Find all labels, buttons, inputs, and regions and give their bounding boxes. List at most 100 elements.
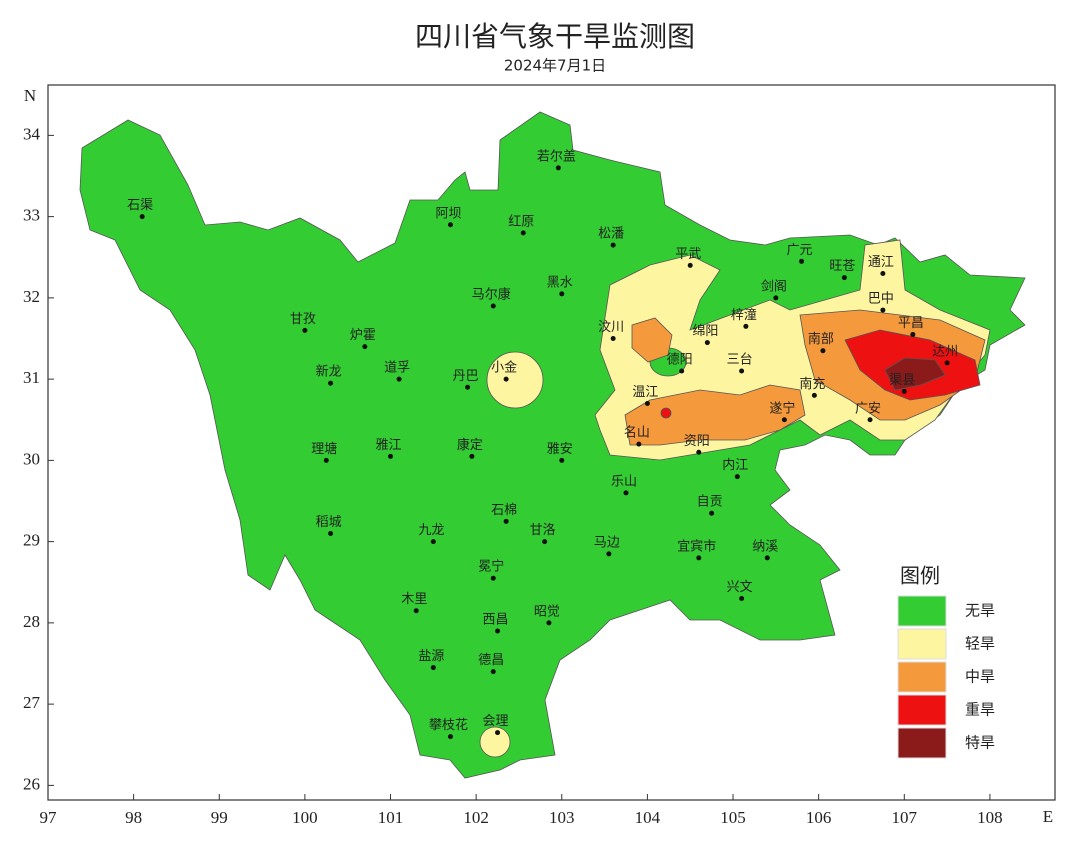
city-label: 剑阁 xyxy=(761,278,787,294)
city-label: 渠县 xyxy=(889,373,915,388)
city-marker xyxy=(490,575,496,581)
city-label: 理塘 xyxy=(311,441,337,457)
city-label: 名山 xyxy=(624,425,650,441)
city-label: 康定 xyxy=(457,437,483,453)
y-axis-label: N xyxy=(24,86,36,105)
city-marker xyxy=(323,457,329,463)
city-label: 稻城 xyxy=(316,515,342,530)
city-label: 红原 xyxy=(508,213,534,229)
city-marker xyxy=(559,457,565,463)
city-marker xyxy=(447,222,453,228)
city-marker xyxy=(696,555,702,561)
city-label: 黑水 xyxy=(547,275,573,290)
x-tick-label: 99 xyxy=(211,808,228,827)
severe-drought-area xyxy=(660,407,672,419)
city-marker xyxy=(910,331,916,337)
city-marker xyxy=(773,295,779,301)
city-marker xyxy=(709,510,715,516)
city-marker xyxy=(559,291,565,297)
city-marker xyxy=(396,376,402,382)
light-drought-area xyxy=(486,351,544,409)
y-tick-label: 26 xyxy=(23,774,40,793)
city-marker xyxy=(901,388,907,394)
city-label: 马边 xyxy=(594,535,620,550)
x-tick-label: 102 xyxy=(463,808,489,827)
city-label: 内江 xyxy=(722,457,748,473)
city-label: 西昌 xyxy=(483,613,509,628)
city-marker xyxy=(644,401,650,406)
city-marker xyxy=(302,327,308,333)
city-label: 德阳 xyxy=(667,353,693,368)
city-marker xyxy=(490,669,496,675)
city-label: 绵阳 xyxy=(692,324,718,339)
city-label: 南部 xyxy=(808,331,834,347)
city-marker xyxy=(799,258,805,264)
city-label: 甘洛 xyxy=(530,523,556,538)
city-label: 三台 xyxy=(727,353,753,368)
city-label: 汶川 xyxy=(598,319,624,335)
city-marker xyxy=(328,531,334,536)
city-marker xyxy=(811,392,817,398)
city-label: 资阳 xyxy=(684,434,710,449)
city-label: 遂宁 xyxy=(769,400,795,416)
city-label: 平武 xyxy=(675,247,701,262)
x-tick-label: 104 xyxy=(635,808,661,827)
city-marker xyxy=(880,271,886,276)
y-tick-label: 33 xyxy=(23,206,40,225)
y-tick-label: 27 xyxy=(23,693,41,712)
city-label: 石渠 xyxy=(127,198,153,213)
city-marker xyxy=(696,449,702,455)
city-marker xyxy=(880,307,886,313)
legend-title: 图例 xyxy=(900,564,940,588)
city-marker xyxy=(328,380,334,386)
city-marker xyxy=(743,323,749,329)
city-marker xyxy=(944,360,950,366)
city-marker xyxy=(495,628,501,634)
city-label: 温江 xyxy=(632,385,658,400)
moderate-drought-area xyxy=(631,317,673,363)
x-tick-label: 97 xyxy=(40,808,58,827)
city-marker xyxy=(362,344,368,350)
city-label: 新龙 xyxy=(316,364,342,380)
city-label: 乐山 xyxy=(611,474,637,489)
city-label: 通江 xyxy=(868,255,894,270)
extreme-drought-area xyxy=(884,357,946,391)
x-tick-label: 106 xyxy=(806,808,832,827)
x-tick-label: 98 xyxy=(125,808,142,827)
legend-swatch xyxy=(897,628,947,660)
city-label: 宜宾市 xyxy=(677,538,716,554)
city-label: 自贡 xyxy=(697,495,723,510)
city-marker xyxy=(781,417,787,423)
city-label: 南充 xyxy=(799,376,825,392)
city-label: 攀枝花 xyxy=(429,717,468,733)
city-label: 木里 xyxy=(401,592,427,607)
city-marker xyxy=(447,734,453,740)
legend-swatch xyxy=(897,595,947,627)
y-tick-label: 28 xyxy=(23,612,40,631)
city-label: 巴中 xyxy=(868,292,894,307)
city-label: 马尔康 xyxy=(472,287,511,303)
city-marker xyxy=(841,275,847,281)
city-marker xyxy=(739,596,745,601)
city-marker xyxy=(503,518,509,524)
city-marker xyxy=(430,539,436,545)
city-marker xyxy=(413,608,419,614)
city-marker xyxy=(542,539,548,545)
city-marker xyxy=(139,214,145,220)
city-marker xyxy=(465,384,471,390)
x-axis-label: E xyxy=(1043,807,1053,826)
legend-label: 特旱 xyxy=(965,734,995,752)
city-marker xyxy=(495,730,501,736)
city-marker xyxy=(610,336,616,341)
city-label: 雅安 xyxy=(547,442,573,457)
city-label: 广元 xyxy=(787,243,813,258)
city-marker xyxy=(867,417,873,423)
city-label: 道孚 xyxy=(384,361,410,376)
legend-label: 轻旱 xyxy=(965,635,995,653)
city-label: 石棉 xyxy=(491,503,517,518)
city-marker xyxy=(388,453,394,459)
city-label: 丹巴 xyxy=(453,369,479,384)
city-label: 小金 xyxy=(491,360,517,376)
city-marker xyxy=(623,490,629,496)
city-label: 旺苍 xyxy=(829,259,855,274)
